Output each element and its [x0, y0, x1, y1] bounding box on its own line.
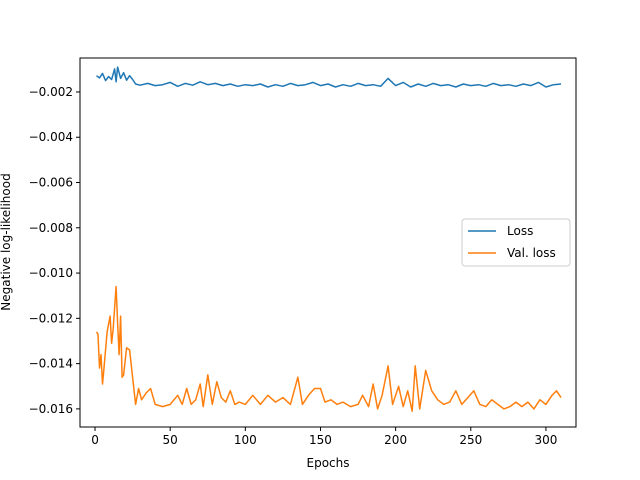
x-tick-label: 0 [91, 433, 99, 447]
y-tick-label: −0.008 [29, 221, 73, 235]
y-tick-label: −0.006 [29, 176, 73, 190]
x-axis-ticks: 0 50 100 150 200 250 300 [91, 427, 557, 447]
series-line-val-loss [95, 285, 562, 412]
y-tick-label: −0.010 [29, 266, 73, 280]
x-tick-label: 250 [459, 433, 482, 447]
y-tick-label: −0.012 [29, 311, 73, 325]
x-tick-label: 300 [534, 433, 557, 447]
legend-label-val-loss: Val. loss [507, 246, 556, 260]
x-tick-label: 150 [309, 433, 332, 447]
series-lines [95, 66, 562, 412]
x-tick-label: 50 [163, 433, 178, 447]
x-axis-label: Epochs [307, 456, 350, 470]
axes-frame [79, 57, 577, 428]
y-tick-label: −0.002 [29, 85, 73, 99]
legend-label-loss: Loss [507, 224, 533, 238]
x-tick-label: 100 [234, 433, 257, 447]
y-tick-label: −0.004 [29, 130, 73, 144]
y-tick-label: −0.014 [29, 357, 73, 371]
series-line-loss [96, 66, 562, 88]
y-tick-label: −0.016 [29, 402, 73, 416]
legend: Loss Val. loss [461, 218, 571, 267]
x-tick-label: 200 [384, 433, 407, 447]
plot-area [79, 57, 577, 428]
y-axis-ticks: −0.002 −0.004 −0.006 −0.008 −0.010 −0.012 −0.0… [29, 85, 80, 416]
y-axis-label: Negative log-likelihood [0, 173, 13, 310]
